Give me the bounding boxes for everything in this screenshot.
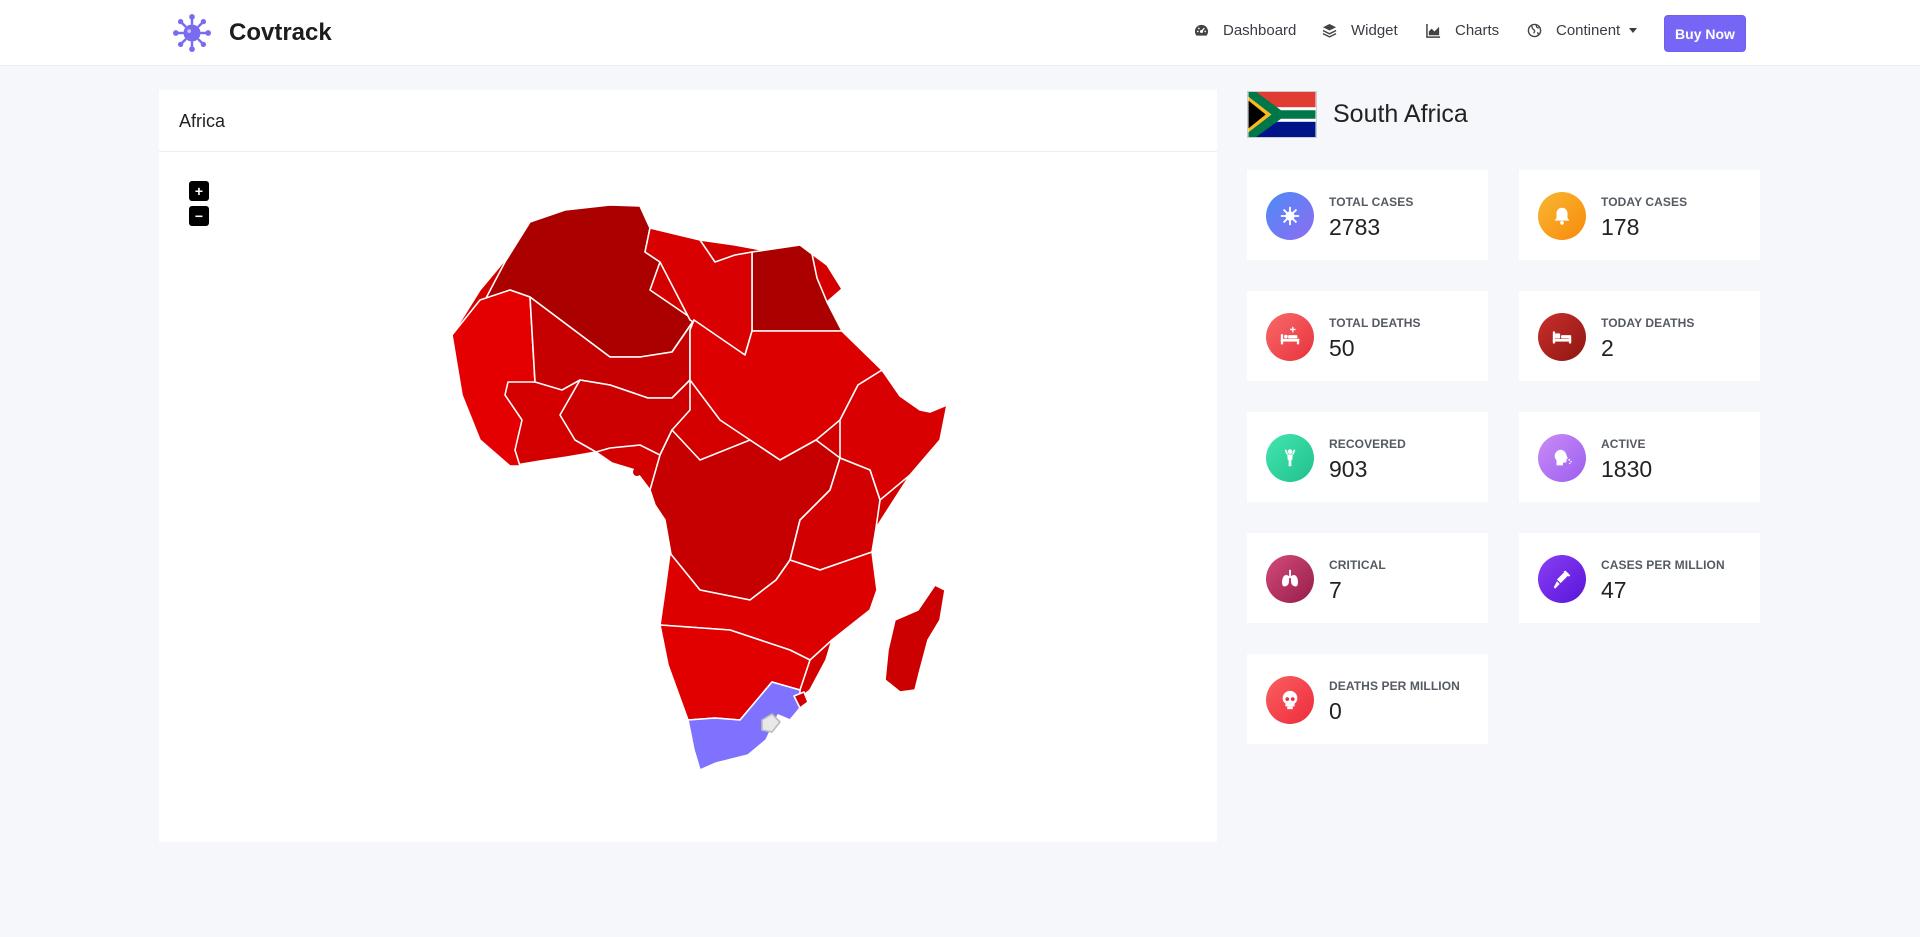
lungs-icon	[1266, 555, 1314, 603]
stat-card: ACTIVE 1830	[1519, 412, 1760, 502]
hospital-bed-icon	[1266, 313, 1314, 361]
stat-label: CRITICAL	[1329, 558, 1386, 572]
map-island-dot[interactable]	[633, 468, 641, 476]
nav-continent-dropdown[interactable]: Continent	[1527, 22, 1638, 39]
nav-charts[interactable]: Charts	[1426, 22, 1499, 39]
map-country-madagascar[interactable]	[884, 584, 946, 693]
stat-label: TODAY DEATHS	[1601, 316, 1695, 330]
stat-label: CASES PER MILLION	[1601, 558, 1725, 572]
nav-dashboard[interactable]: Dashboard	[1194, 22, 1296, 39]
stat-value: 1830	[1601, 456, 1653, 482]
globe-icon	[1527, 23, 1542, 38]
gauge-icon	[1194, 24, 1209, 36]
brand[interactable]: Covtrack	[173, 14, 332, 52]
map-country-south-africa[interactable]	[687, 681, 801, 771]
stat-card: TODAY CASES 178	[1519, 170, 1760, 260]
stat-label: ACTIVE	[1601, 437, 1646, 451]
virus-icon	[1266, 192, 1314, 240]
stat-card: TOTAL CASES 2783	[1247, 170, 1488, 260]
stat-value: 47	[1601, 577, 1627, 603]
area-chart-icon	[1426, 23, 1441, 38]
stat-card: TOTAL DEATHS 50	[1247, 291, 1488, 381]
chevron-down-icon	[1629, 28, 1638, 33]
nav-charts-label: Charts	[1455, 22, 1500, 39]
stat-value: 7	[1329, 577, 1342, 603]
nav-continent-label: Continent	[1556, 22, 1621, 39]
country-header: South Africa	[1247, 91, 1468, 138]
stat-card: TODAY DEATHS 2	[1519, 291, 1760, 381]
map-country-lesotho[interactable]	[761, 713, 781, 733]
nav-widget[interactable]: Widget	[1322, 22, 1398, 39]
stat-label: DEATHS PER MILLION	[1329, 679, 1460, 693]
stat-card: CASES PER MILLION 47	[1519, 533, 1760, 623]
layers-icon	[1322, 23, 1337, 38]
buy-now-button[interactable]: Buy Now	[1664, 15, 1746, 52]
stat-value: 2783	[1329, 214, 1381, 240]
bell-icon	[1538, 192, 1586, 240]
south-africa-flag-icon	[1247, 91, 1317, 138]
navbar: Covtrack Dashboard Widget Charts Contine…	[0, 0, 1920, 66]
stat-card: CRITICAL 7	[1247, 533, 1488, 623]
stat-label: RECOVERED	[1329, 437, 1406, 451]
stat-label: TOTAL DEATHS	[1329, 316, 1421, 330]
stat-label: TOTAL CASES	[1329, 195, 1414, 209]
map-region-sudan[interactable]	[689, 319, 883, 461]
stat-card: DEATHS PER MILLION 0	[1247, 654, 1488, 744]
bed-icon	[1538, 313, 1586, 361]
stat-value: 178	[1601, 214, 1640, 240]
head-cough-icon	[1538, 434, 1586, 482]
zoom-in-button[interactable]: +	[189, 181, 209, 201]
stat-value: 0	[1329, 698, 1342, 724]
nav-dashboard-label: Dashboard	[1223, 22, 1297, 39]
map-card: Africa + −	[159, 90, 1217, 842]
map-region-westafrica[interactable]	[451, 289, 536, 467]
map-country-eswatini[interactable]	[793, 691, 809, 709]
stat-card: RECOVERED 903	[1247, 412, 1488, 502]
person-icon	[1266, 434, 1314, 482]
country-name: South Africa	[1333, 100, 1468, 128]
map-title: Africa	[159, 90, 1217, 152]
stat-value: 50	[1329, 335, 1355, 361]
skull-icon	[1266, 676, 1314, 724]
zoom-out-button[interactable]: −	[189, 206, 209, 226]
nav-widget-label: Widget	[1351, 22, 1398, 39]
stat-value: 2	[1601, 335, 1614, 361]
stat-value: 903	[1329, 456, 1368, 482]
africa-map[interactable]	[159, 152, 1217, 842]
stat-label: TODAY CASES	[1601, 195, 1688, 209]
virus-logo-icon	[173, 14, 211, 52]
brand-name: Covtrack	[229, 19, 332, 46]
syringe-icon	[1538, 555, 1586, 603]
